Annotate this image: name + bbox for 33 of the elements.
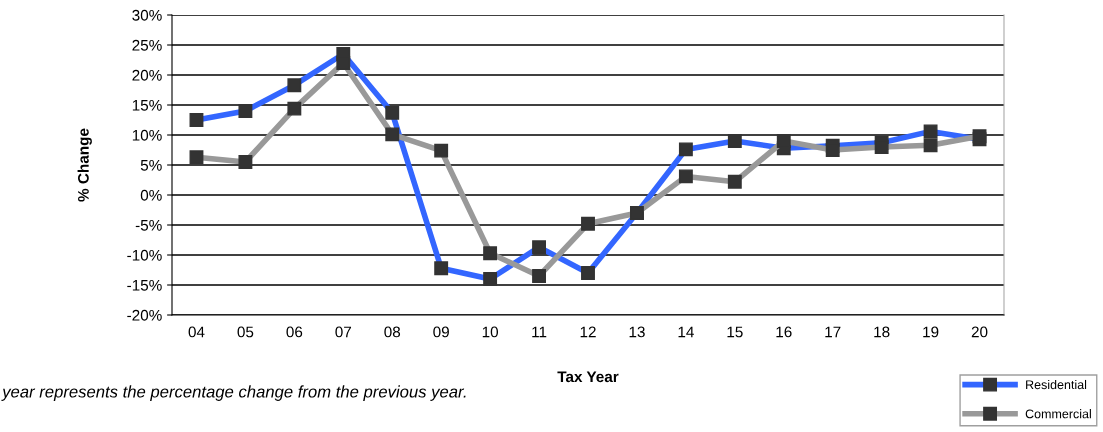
x-tick-label: 15 (727, 326, 743, 338)
y-tick-label: 10% (132, 129, 162, 141)
legend-label: Commercial (1025, 409, 1091, 419)
x-tick-label: 12 (580, 326, 596, 338)
y-axis-title: % Change (77, 128, 92, 202)
x-tick-label: 06 (286, 326, 303, 338)
y-tick-label: 15% (132, 99, 162, 111)
x-tick-label: 14 (678, 326, 694, 338)
x-tick-label: 18 (874, 326, 890, 338)
x-axis-title: Tax Year (557, 371, 619, 383)
x-tick-label: 05 (237, 326, 254, 338)
y-tick-label: -20% (127, 309, 162, 321)
y-tick-label: 30% (132, 9, 162, 21)
y-tick-label: -15% (127, 279, 162, 291)
x-tick-label: 13 (629, 326, 645, 338)
y-tick-label: 20% (132, 69, 162, 81)
y-tick-label: -10% (127, 249, 162, 261)
x-tick-label: 10 (482, 326, 499, 338)
x-tick-label: 20 (971, 326, 988, 338)
legend-label: Residential (1026, 379, 1087, 390)
x-tick-label: 04 (188, 326, 205, 338)
y-tick-label: 0% (140, 189, 162, 201)
x-tick-label: 16 (776, 326, 792, 338)
x-tick-label: 08 (384, 326, 401, 338)
y-tick-label: 25% (132, 39, 162, 51)
text: year represents the percentage change from the previous year. (1, 385, 466, 401)
y-tick-label: -5% (135, 219, 162, 231)
x-tick-label: 11 (532, 326, 547, 338)
y-tick-label: 5% (140, 159, 162, 171)
x-tick-label: 07 (335, 326, 352, 338)
x-tick-label: 17 (825, 326, 841, 338)
x-tick-label: 19 (923, 326, 939, 338)
x-tick-label: 09 (433, 326, 449, 338)
